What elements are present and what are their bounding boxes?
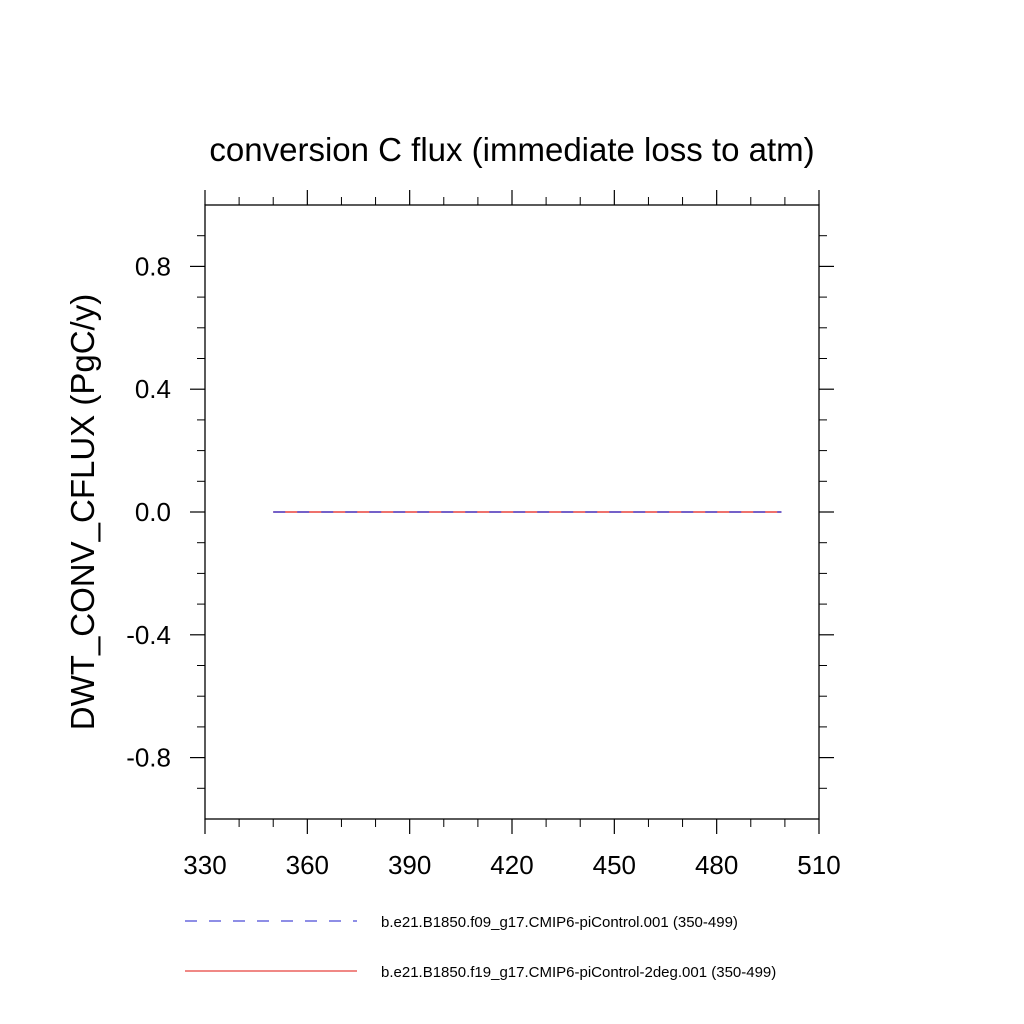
y-tick-label: 0.8 — [135, 251, 171, 281]
y-tick-label: -0.4 — [126, 620, 171, 650]
x-tick-label: 330 — [183, 850, 226, 880]
legend-label-1: b.e21.B1850.f09_g17.CMIP6-piControl.001 … — [381, 914, 738, 931]
x-tick-label: 420 — [490, 850, 533, 880]
axis-ticks — [190, 190, 834, 834]
y-tick-label: -0.8 — [126, 743, 171, 773]
legend-label-2: b.e21.B1850.f19_g17.CMIP6-piControl-2deg… — [381, 964, 776, 981]
x-tick-label: 480 — [695, 850, 738, 880]
chart-title: conversion C flux (immediate loss to atm… — [209, 131, 814, 168]
legend: b.e21.B1850.f09_g17.CMIP6-piControl.001 … — [185, 914, 776, 981]
y-tick-label: 0.0 — [135, 497, 171, 527]
x-tick-label: 510 — [797, 850, 840, 880]
y-tick-label: 0.4 — [135, 374, 171, 404]
x-tick-label: 390 — [388, 850, 431, 880]
axis-tick-labels: 330 360 390 420 450 480 510 -0.8 -0.4 0.0 0.4 0.8 — [126, 251, 841, 880]
y-axis-label: DWT_CONV_CFLUX (PgC/y) — [64, 294, 101, 730]
x-tick-label: 360 — [286, 850, 329, 880]
x-tick-label: 450 — [593, 850, 636, 880]
